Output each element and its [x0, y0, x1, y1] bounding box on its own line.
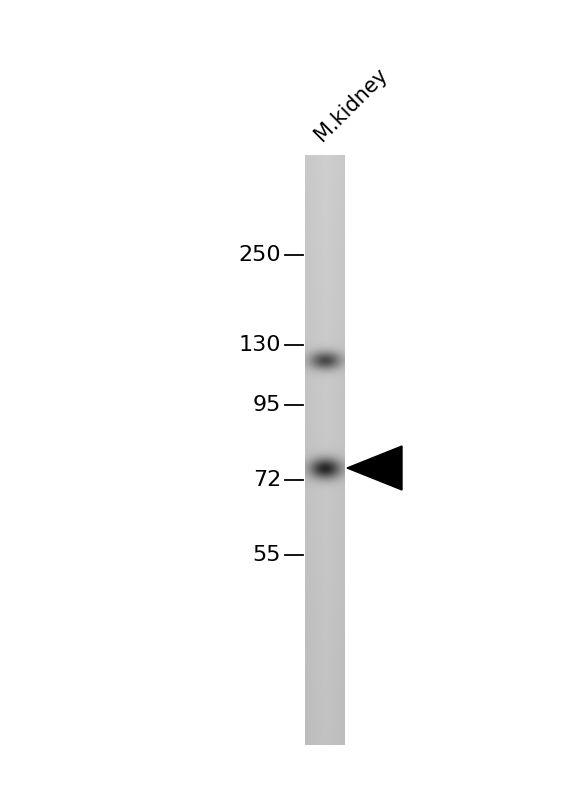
- Text: 72: 72: [253, 470, 281, 490]
- Text: 55: 55: [253, 545, 281, 565]
- Polygon shape: [347, 446, 402, 490]
- Text: 95: 95: [253, 395, 281, 415]
- Text: 130: 130: [238, 335, 281, 355]
- Text: M.kidney: M.kidney: [311, 64, 392, 145]
- Text: 250: 250: [238, 245, 281, 265]
